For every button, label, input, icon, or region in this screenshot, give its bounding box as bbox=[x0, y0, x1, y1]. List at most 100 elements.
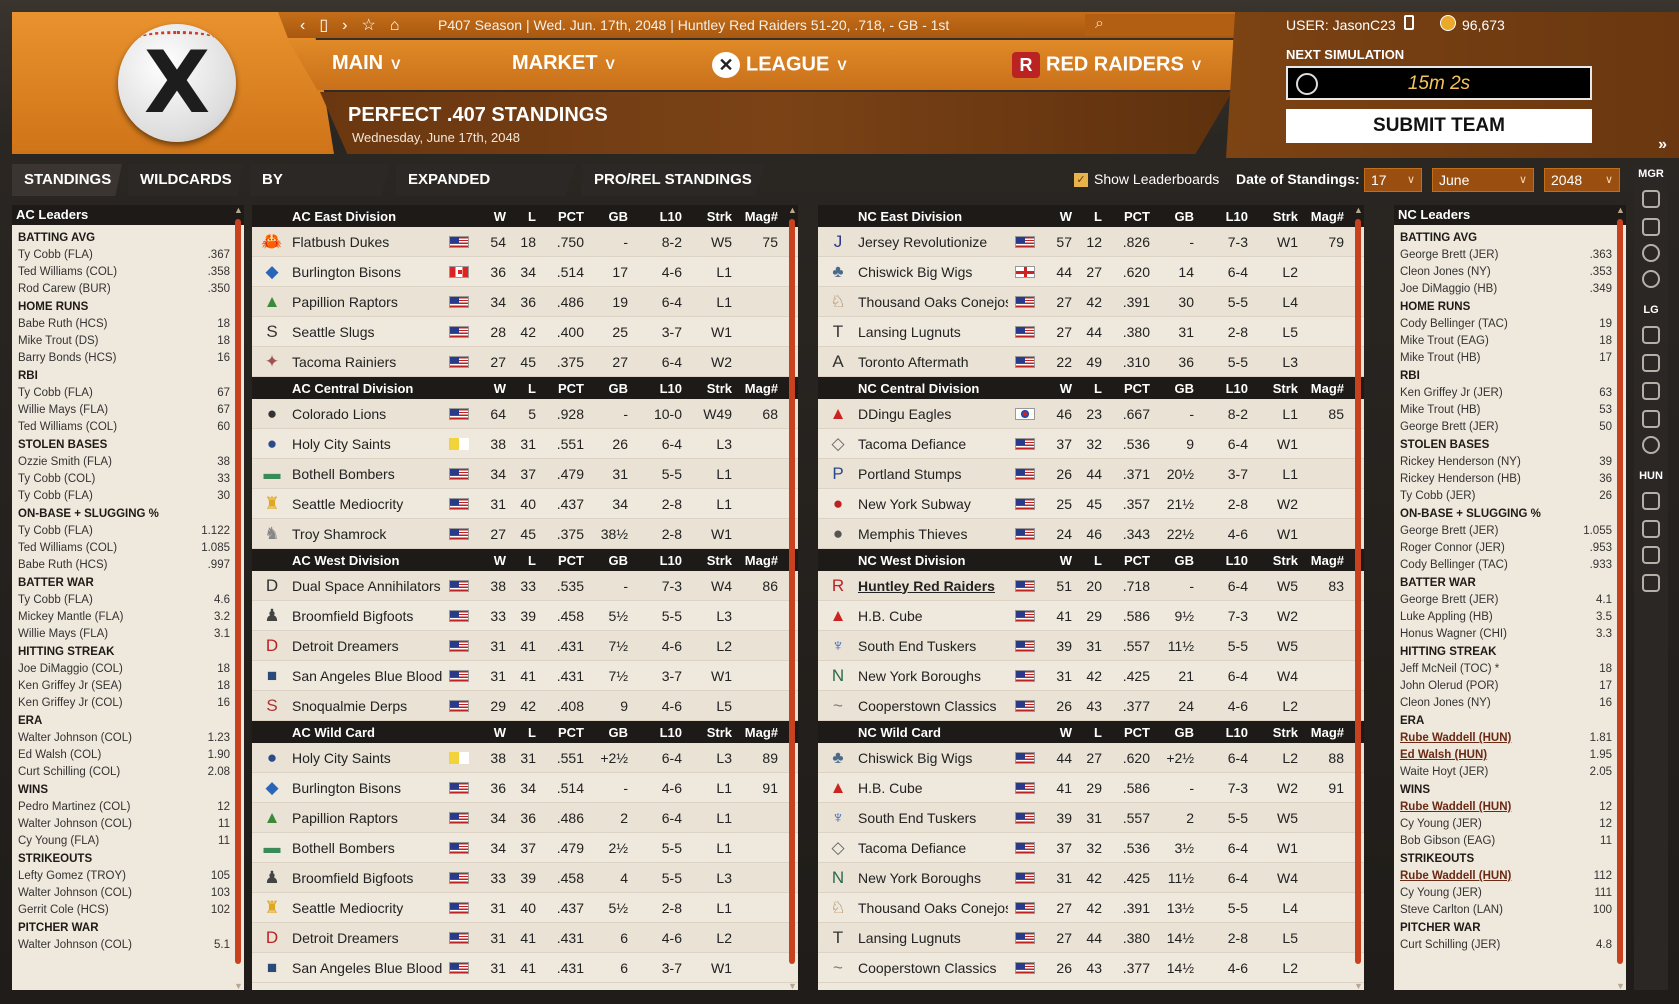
leader-row[interactable]: Ty Cobb (JER) 26 bbox=[1400, 488, 1612, 505]
column-header[interactable]: Mag# bbox=[744, 724, 778, 740]
menu-market[interactable]: MARKET V bbox=[512, 52, 615, 75]
column-header[interactable]: PCT bbox=[1124, 208, 1150, 224]
leader-name[interactable]: Cody Bellinger (TAC) bbox=[1400, 559, 1508, 571]
table-row[interactable]: ▲ Papillion Raptors 34 36 .486 2 6-4 L1 bbox=[252, 803, 798, 833]
column-header[interactable]: L bbox=[1094, 380, 1102, 396]
leader-row[interactable]: Walter Johnson (COL) 5.1 bbox=[18, 937, 230, 954]
column-header[interactable]: Strk bbox=[706, 724, 732, 740]
table-row[interactable]: ♟ Broomfield Bigfoots 33 39 .458 5½ 5-5 L3 bbox=[252, 601, 798, 631]
leader-name[interactable]: Willie Mays (FLA) bbox=[18, 404, 109, 416]
leader-row[interactable]: Joe DiMaggio (HB) .349 bbox=[1400, 281, 1612, 298]
leader-name[interactable]: Ken Griffey Jr (COL) bbox=[18, 697, 123, 709]
leader-row[interactable]: Ted Williams (COL) .358 bbox=[18, 264, 230, 281]
leader-name[interactable]: George Brett (JER) bbox=[1400, 594, 1499, 606]
column-header[interactable]: Strk bbox=[1272, 208, 1298, 224]
team-name[interactable]: Papillion Raptors bbox=[292, 293, 398, 310]
team-name[interactable]: Lansing Lugnuts bbox=[858, 929, 961, 946]
leader-name[interactable]: Ty Cobb (FLA) bbox=[18, 387, 93, 399]
column-header[interactable]: W bbox=[1059, 724, 1072, 740]
leader-row[interactable]: Rod Carew (BUR) .350 bbox=[18, 281, 230, 298]
column-header[interactable]: Mag# bbox=[744, 552, 778, 568]
menu-main[interactable]: MAIN V bbox=[332, 52, 400, 75]
team-name[interactable]: Portland Stumps bbox=[858, 465, 962, 482]
table-row[interactable]: ♣ Chiswick Big Wigs 44 27 .620 14 6-4 L2 bbox=[818, 257, 1364, 287]
team-name[interactable]: San Angeles Blue Bloods bbox=[292, 959, 442, 976]
tab-expanded-standings[interactable]: EXPANDED STANDINGS bbox=[396, 164, 576, 196]
leader-row[interactable]: Walter Johnson (COL) 103 bbox=[18, 885, 230, 902]
leader-name[interactable]: Rube Waddell (HUN) bbox=[1400, 870, 1512, 882]
team-name[interactable]: Holy City Saints bbox=[292, 435, 391, 452]
leader-row[interactable]: Walter Johnson (COL) 1.23 bbox=[18, 730, 230, 747]
table-row[interactable]: ● New York Subway 25 45 .357 21½ 2-8 W2 bbox=[818, 489, 1364, 519]
home-icon[interactable] bbox=[1642, 190, 1660, 208]
leader-row[interactable]: Ty Cobb (FLA) .367 bbox=[18, 247, 230, 264]
ball-icon[interactable] bbox=[1642, 436, 1660, 454]
submit-team-button[interactable]: SUBMIT TEAM bbox=[1286, 109, 1592, 143]
leader-name[interactable]: Jeff McNeil (TOC) * bbox=[1400, 663, 1500, 675]
scroll-thumb[interactable] bbox=[1355, 219, 1361, 964]
team-name[interactable]: Seattle Mediocrity bbox=[292, 899, 404, 916]
column-header[interactable]: PCT bbox=[1124, 552, 1150, 568]
table-row[interactable]: ▲ H.B. Cube 41 29 .586 - 7-3 W2 91 bbox=[818, 773, 1364, 803]
team-name[interactable]: Cooperstown Classics bbox=[858, 697, 997, 714]
leader-name[interactable]: Mike Trout (EAG) bbox=[1400, 335, 1489, 347]
table-row[interactable]: 🦀 Flatbush Dukes 54 18 .750 - 8-2 W5 75 bbox=[252, 227, 798, 257]
leader-name[interactable]: Pedro Martinez (COL) bbox=[18, 801, 131, 813]
column-header[interactable]: Mag# bbox=[1310, 208, 1344, 224]
column-header[interactable]: L10 bbox=[659, 724, 682, 740]
team-home-icon[interactable] bbox=[1642, 492, 1660, 510]
leader-row[interactable]: Roger Connor (JER) .953 bbox=[1400, 540, 1612, 557]
table-row[interactable]: ♞ Troy Shamrock 27 45 .375 38½ 2-8 W1 bbox=[252, 519, 798, 549]
leader-name[interactable]: Ty Cobb (JER) bbox=[1400, 490, 1476, 502]
team-name[interactable]: San Angeles Blue Bloods bbox=[292, 667, 442, 684]
team-name[interactable]: New York Boroughs bbox=[858, 869, 981, 886]
table-row[interactable]: ▬ Bothell Bombers 34 37 .479 31 5-5 L1 bbox=[252, 459, 798, 489]
table-row[interactable]: D Detroit Dreamers 31 41 .431 6 4-6 L2 bbox=[252, 923, 798, 953]
table-row[interactable]: N New York Boroughs 31 42 .425 11½ 6-4 W4 bbox=[818, 863, 1364, 893]
leader-name[interactable]: Walter Johnson (COL) bbox=[18, 732, 132, 744]
leader-name[interactable]: Babe Ruth (HCS) bbox=[18, 559, 108, 571]
column-header[interactable]: PCT bbox=[558, 208, 584, 224]
leader-name[interactable]: Ted Williams (COL) bbox=[18, 421, 118, 433]
column-header[interactable]: W bbox=[1059, 552, 1072, 568]
column-header[interactable]: Mag# bbox=[1310, 724, 1344, 740]
team-name[interactable]: Snoqualmie Derps bbox=[292, 697, 408, 714]
team-name[interactable]: H.B. Cube bbox=[858, 779, 923, 796]
day-select[interactable]: 17 ∨ bbox=[1364, 168, 1422, 192]
column-header[interactable]: Strk bbox=[1272, 380, 1298, 396]
scroll-up-icon[interactable]: ▲ bbox=[788, 205, 797, 215]
leader-row[interactable]: Rickey Henderson (NY) 39 bbox=[1400, 454, 1612, 471]
scrollbar[interactable]: ▲ ▼ bbox=[1616, 205, 1625, 991]
leader-name[interactable]: John Olerud (POR) bbox=[1400, 680, 1499, 692]
leader-name[interactable]: Walter Johnson (COL) bbox=[18, 887, 132, 899]
leader-name[interactable]: George Brett (JER) bbox=[1400, 421, 1499, 433]
leader-name[interactable]: Cy Young (JER) bbox=[1400, 818, 1482, 830]
leader-name[interactable]: Rickey Henderson (NY) bbox=[1400, 456, 1521, 468]
table-row[interactable]: ▬ Bothell Bombers 34 37 .479 2½ 5-5 L1 bbox=[252, 833, 798, 863]
column-header[interactable]: W bbox=[493, 208, 506, 224]
scroll-thumb[interactable] bbox=[235, 219, 241, 964]
leader-row[interactable]: Pedro Martinez (COL) 12 bbox=[18, 799, 230, 816]
table-row[interactable]: ◇ Tacoma Defiance 37 32 .536 9 6-4 W1 bbox=[818, 429, 1364, 459]
table-row[interactable]: ■ San Angeles Blue Bloods 31 41 .431 7½ 3-7 W1 bbox=[252, 661, 798, 691]
team-name[interactable]: Thousand Oaks Conejos bbox=[858, 293, 1008, 310]
leader-name[interactable]: Ed Walsh (COL) bbox=[18, 749, 102, 761]
leader-name[interactable]: Ty Cobb (FLA) bbox=[18, 594, 93, 606]
leader-name[interactable]: Rube Waddell (HUN) bbox=[1400, 732, 1512, 744]
leader-row[interactable]: Honus Wagner (CHI) 3.3 bbox=[1400, 626, 1612, 643]
column-header[interactable]: L10 bbox=[659, 552, 682, 568]
leader-name[interactable]: Honus Wagner (CHI) bbox=[1400, 628, 1507, 640]
column-header[interactable]: L bbox=[528, 208, 536, 224]
leader-name[interactable]: Mike Trout (DS) bbox=[18, 335, 99, 347]
column-header[interactable]: Strk bbox=[706, 208, 732, 224]
table-row[interactable]: ♜ Seattle Mediocrity 31 40 .437 34 2-8 L1 bbox=[252, 489, 798, 519]
team-name[interactable]: New York Boroughs bbox=[858, 667, 981, 684]
table-row[interactable]: A Toronto Aftermath 22 49 .310 36 5-5 L3 bbox=[818, 347, 1364, 377]
leader-row[interactable]: Rube Waddell (HUN) 12 bbox=[1400, 799, 1612, 816]
table-row[interactable]: ● Colorado Lions 64 5 .928 - 10-0 W49 68 bbox=[252, 399, 798, 429]
leader-row[interactable]: Jeff McNeil (TOC) * 18 bbox=[1400, 661, 1612, 678]
table-row[interactable]: ▲ Papillion Raptors 34 36 .486 19 6-4 L1 bbox=[252, 287, 798, 317]
leader-name[interactable]: George Brett (JER) bbox=[1400, 249, 1499, 261]
column-header[interactable]: PCT bbox=[1124, 724, 1150, 740]
column-header[interactable]: GB bbox=[608, 208, 629, 224]
